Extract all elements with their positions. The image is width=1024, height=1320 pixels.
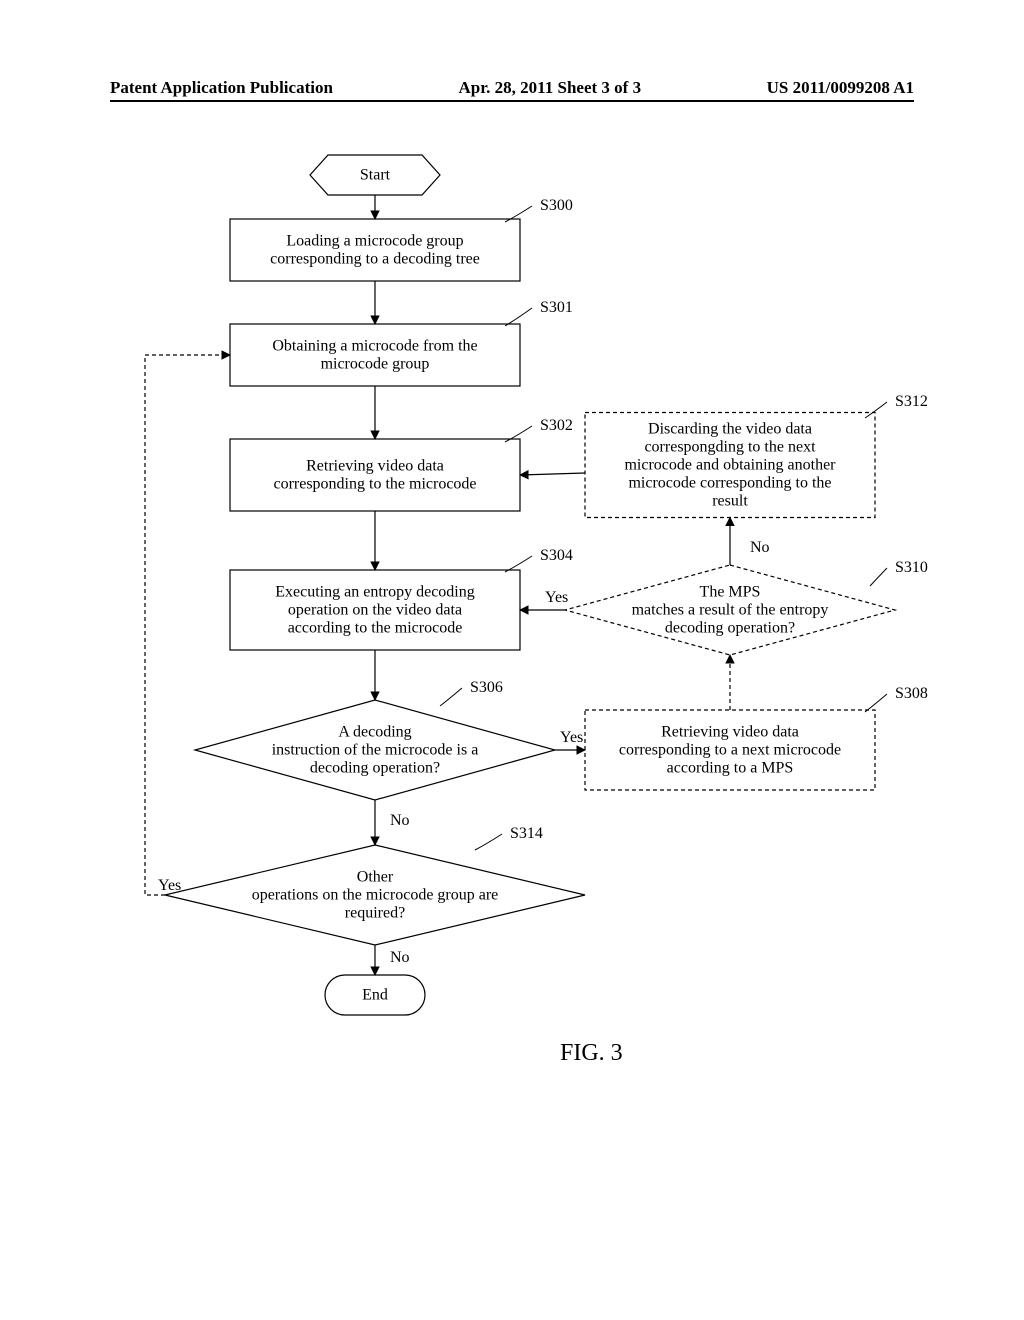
svg-text:Executing an entropy decoding: Executing an entropy decoding: [275, 584, 475, 601]
svg-text:S314: S314: [510, 825, 543, 842]
svg-text:corresponding to the microcode: corresponding to the microcode: [273, 476, 476, 493]
header-left: Patent Application Publication: [110, 78, 333, 98]
svg-text:Loading a microcode group: Loading a microcode group: [286, 233, 463, 250]
svg-text:S304: S304: [540, 547, 573, 564]
svg-text:Retrieving video data: Retrieving video data: [306, 458, 444, 475]
svg-text:required?: required?: [345, 905, 405, 922]
svg-text:End: End: [362, 987, 388, 1004]
svg-text:Other: Other: [357, 869, 394, 886]
header-right: US 2011/0099208 A1: [767, 78, 914, 98]
header-divider: [110, 100, 914, 102]
svg-text:correspongding to the next: correspongding to the next: [644, 439, 816, 456]
page: Patent Application Publication Apr. 28, …: [0, 0, 1024, 1320]
svg-text:No: No: [390, 812, 410, 829]
svg-text:S300: S300: [540, 197, 573, 214]
svg-text:operation on the video data: operation on the video data: [288, 602, 462, 619]
svg-text:instruction of the microcode i: instruction of the microcode is a: [272, 742, 479, 759]
header: Patent Application Publication Apr. 28, …: [110, 78, 914, 98]
svg-text:FIG. 3: FIG. 3: [560, 1040, 623, 1066]
svg-text:S308: S308: [895, 685, 928, 702]
svg-text:Obtaining a microcode from the: Obtaining a microcode from the: [272, 338, 477, 355]
svg-text:No: No: [750, 539, 770, 556]
svg-text:according to a MPS: according to a MPS: [667, 760, 794, 777]
svg-text:microcode corresponding to the: microcode corresponding to the: [628, 475, 831, 492]
svg-text:S301: S301: [540, 299, 573, 316]
svg-text:Yes: Yes: [560, 729, 583, 746]
svg-text:operations on the microcode gr: operations on the microcode group are: [252, 887, 499, 904]
svg-text:matches a result of the entrop: matches a result of the entropy: [632, 602, 829, 619]
svg-text:S302: S302: [540, 417, 573, 434]
svg-text:S312: S312: [895, 393, 928, 410]
flowchart: StartLoading a microcode groupcorrespond…: [0, 140, 1024, 1240]
svg-text:corresponding to a next microc: corresponding to a next microcode: [619, 742, 841, 759]
svg-text:according to the microcode: according to the microcode: [288, 620, 463, 637]
svg-text:Retrieving video data: Retrieving video data: [661, 724, 799, 741]
svg-text:S310: S310: [895, 559, 928, 576]
svg-text:decoding operation?: decoding operation?: [310, 760, 440, 777]
svg-text:The MPS: The MPS: [700, 584, 761, 601]
svg-text:Start: Start: [360, 167, 391, 184]
svg-text:No: No: [390, 949, 410, 966]
svg-text:Discarding the video data: Discarding the video data: [648, 421, 812, 438]
svg-text:microcode group: microcode group: [321, 356, 430, 373]
header-center: Apr. 28, 2011 Sheet 3 of 3: [458, 78, 641, 98]
svg-text:S306: S306: [470, 679, 503, 696]
svg-text:microcode and obtaining anothe: microcode and obtaining another: [624, 457, 836, 474]
svg-text:Yes: Yes: [158, 877, 181, 894]
svg-text:decoding operation?: decoding operation?: [665, 620, 795, 637]
svg-text:Yes: Yes: [545, 589, 568, 606]
svg-text:corresponding to a decoding tr: corresponding to a decoding tree: [270, 251, 480, 268]
svg-text:A decoding: A decoding: [338, 724, 411, 741]
svg-text:result: result: [712, 493, 748, 510]
